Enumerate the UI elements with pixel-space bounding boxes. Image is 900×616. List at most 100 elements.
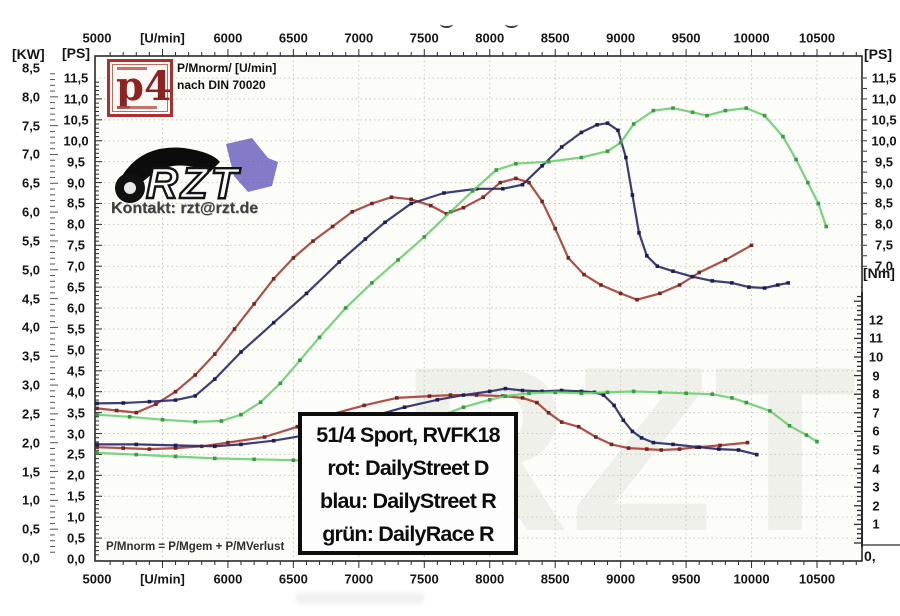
series-marker: [461, 405, 466, 409]
series-marker: [213, 352, 217, 356]
series-line: [97, 387, 758, 456]
series-marker: [616, 128, 620, 133]
series-marker: [498, 180, 502, 185]
axis-tick-label: 5000: [82, 30, 112, 46]
series-marker: [370, 201, 374, 206]
series-marker: [173, 398, 178, 402]
axis-tick-label: 8,0: [66, 216, 86, 232]
axis-tick-label: 10,5: [871, 112, 897, 128]
axis-tick-label: 5,0: [21, 262, 41, 278]
series-marker: [173, 443, 178, 448]
axis-tick-label: 7: [872, 405, 880, 421]
cropped-title-remnant: [505, 20, 518, 28]
series-marker: [193, 394, 197, 398]
series-marker: [579, 155, 584, 160]
formula-annotation: P/Mnorm = P/Mgem + P/MVerlust: [106, 541, 285, 553]
p4-logo-inner-border: [112, 64, 168, 112]
axis-tick-label: 7,5: [21, 118, 41, 134]
series-marker: [684, 391, 688, 396]
series-marker: [618, 141, 623, 145]
axis-tick-label: 8,5: [874, 195, 894, 211]
axis-tick-label: 3,5: [21, 348, 41, 364]
axis-tick-label: 10000: [733, 571, 770, 587]
series-marker: [95, 401, 99, 406]
series-marker: [95, 406, 99, 411]
series-marker: [271, 320, 276, 325]
series-marker: [559, 420, 564, 424]
legend-box: 51/4 Sport, RVFK18 rot: DailyStreet D bl…: [298, 412, 518, 555]
series-marker: [409, 201, 413, 206]
axis-tick-label: 1,5: [66, 488, 86, 504]
series-marker: [213, 444, 217, 449]
series-marker: [816, 201, 821, 206]
axis-tick-label: 6500: [278, 30, 308, 46]
series-marker: [775, 283, 780, 287]
axis-tick-label: 2,0: [21, 435, 41, 451]
series-marker: [362, 403, 366, 408]
series-marker: [193, 373, 197, 377]
series-marker: [540, 164, 544, 168]
axis-tick-label: 10000: [733, 30, 770, 46]
series-marker: [429, 203, 433, 208]
unit-label-ps-left: [PS]: [62, 45, 90, 61]
axis-tick-label: 11,5: [63, 70, 89, 86]
axis-tick-label: 9: [872, 368, 880, 384]
axis-tick-label: 6,0: [66, 300, 86, 316]
p4-logo-topline: [117, 67, 147, 70]
series-marker: [747, 285, 751, 289]
series-marker: [768, 409, 772, 413]
axis-tick-label: 8000: [475, 571, 505, 587]
axis-tick-label: 0,5: [66, 530, 86, 546]
series-marker: [697, 270, 701, 275]
series-marker: [705, 113, 709, 118]
p4-logo: p4: [107, 59, 173, 117]
series-marker: [396, 258, 400, 262]
series-marker: [271, 277, 276, 281]
series-marker: [690, 274, 695, 279]
series-marker: [824, 224, 828, 229]
series-marker: [745, 440, 750, 445]
axis-tick-label: 10500: [798, 30, 836, 46]
axis-tick-label: 8,5: [66, 195, 86, 211]
series-marker: [232, 327, 237, 331]
series-marker: [291, 458, 296, 462]
series-marker: [298, 358, 302, 363]
legend-title: 51/4 Sport, RVFK18: [316, 423, 500, 447]
norm-annotation-line1: P/Mnorm/ [U/min]: [177, 61, 277, 75]
series-marker: [717, 447, 721, 451]
series-marker: [239, 442, 243, 447]
series-marker: [370, 281, 374, 285]
series-marker: [389, 195, 394, 199]
series-marker: [630, 429, 635, 434]
axis-tick-label: 3,0: [21, 377, 41, 393]
series-marker: [448, 393, 453, 397]
axis-tick-label: 6,5: [66, 279, 86, 295]
series-marker: [559, 388, 564, 393]
series-marker: [658, 390, 662, 395]
series-marker: [304, 291, 309, 296]
series-marker: [252, 302, 256, 306]
axis-tick-label: 3: [872, 479, 880, 495]
series-marker: [121, 401, 125, 405]
axis-tick-label: 0,5: [21, 521, 41, 537]
axis-tick-label: 6,0: [21, 204, 41, 220]
series-marker: [442, 191, 446, 195]
axis-tick-label: 8,0: [874, 216, 894, 232]
axis-tick-label: 2,0: [66, 467, 86, 483]
axis-tick-label: 6000: [213, 30, 243, 46]
series-marker: [599, 283, 603, 287]
axis-tick-label: 8500: [540, 571, 570, 587]
series-marker: [677, 447, 682, 451]
series-marker: [317, 335, 322, 340]
axis-tick-label: 5000: [82, 571, 112, 587]
series-marker: [576, 424, 581, 429]
series-marker: [671, 269, 675, 273]
series-marker: [671, 442, 675, 447]
series-marker: [121, 446, 125, 450]
axis-tick-label: 4,0: [21, 319, 41, 335]
series-marker: [444, 212, 449, 216]
series-marker: [487, 398, 492, 402]
axis-tick-label: 7500: [409, 30, 439, 46]
axis-tick-label: 0,0: [66, 551, 86, 567]
